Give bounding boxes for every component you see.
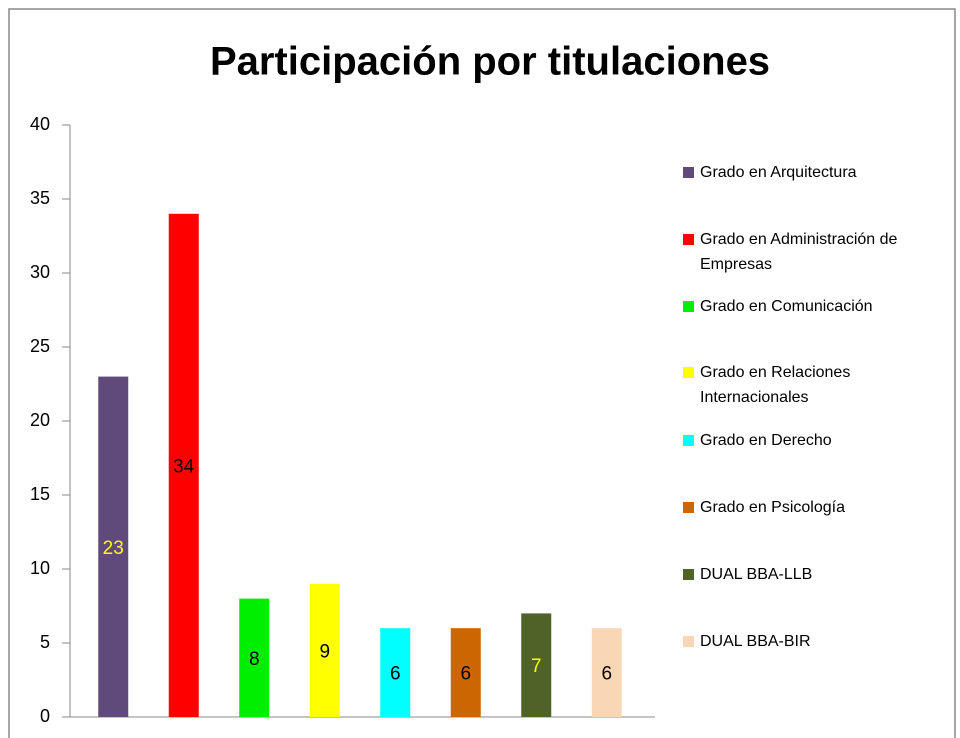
bar [168,213,199,718]
legend-swatch [683,367,694,378]
y-tick-label: 15 [30,484,50,504]
bar [450,628,481,717]
legend-swatch [683,167,694,178]
legend-item: DUAL BBA-LLB [683,562,948,587]
legend-swatch [683,435,694,446]
legend-swatch [683,636,694,647]
bar [521,613,552,717]
y-tick-label: 40 [30,114,50,134]
data-label: 9 [319,641,330,662]
legend-item: Grado en Comunicación [683,294,948,319]
legend-item: Grado en Derecho [683,428,948,453]
bar [309,583,340,717]
data-label: 34 [173,456,195,477]
legend-swatch [683,301,694,312]
chart-title: Participación por titulaciones [210,40,770,84]
legend-label: DUAL BBA-LLB [700,566,813,583]
legend-item: Grado en Psicología [683,495,948,520]
legend-swatch [683,569,694,580]
chart-frame [8,8,956,738]
y-tick-label: 20 [30,410,50,430]
legend-swatch [683,234,694,245]
legend-label: Grado en Administración de Empresas [700,231,898,273]
legend-item: Grado en Administración de Empresas [683,227,948,277]
legend-swatch [683,502,694,513]
bar [239,598,270,717]
y-tick-label: 25 [30,336,50,356]
y-tick-label: 10 [30,558,50,578]
legend-label: Grado en Psicología [700,499,845,516]
y-tick-label: 5 [40,632,50,652]
data-label: 6 [460,664,471,685]
legend-item: Grado en Relaciones Internacionales [683,360,948,410]
data-label: 8 [249,649,260,670]
data-label: 23 [103,538,124,559]
legend-label: DUAL BBA-BIR [700,633,811,650]
data-label: 6 [390,664,401,685]
y-tick-label: 35 [30,188,50,208]
legend-label: Grado en Relaciones Internacionales [700,364,851,406]
bar [591,628,622,717]
y-tick-label: 0 [40,706,50,726]
legend-label: Grado en Derecho [700,432,832,449]
data-label: 7 [531,656,542,677]
legend-item: Grado en Arquitectura [683,160,948,185]
bar [98,376,129,717]
y-tick-label: 30 [30,262,50,282]
legend-label: Grado en Arquitectura [700,164,857,181]
data-label: 6 [601,664,612,685]
bar [380,628,411,717]
legend-item: DUAL BBA-BIR [683,629,948,654]
legend-label: Grado en Comunicación [700,298,873,315]
